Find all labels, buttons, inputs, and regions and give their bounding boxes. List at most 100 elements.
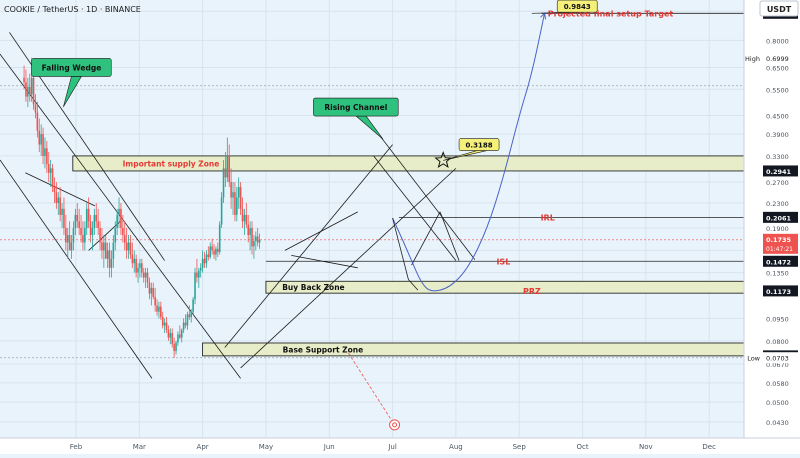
- currency-badge[interactable]: USDT: [759, 0, 799, 17]
- price-tick-label: 0.3300: [766, 153, 789, 161]
- candle: [222, 159, 225, 204]
- candle-body: [213, 250, 215, 255]
- candle-body: [101, 242, 103, 251]
- candle-body: [175, 342, 177, 352]
- level-label: ISL: [496, 257, 510, 266]
- time-tick-label: Mar: [133, 443, 146, 451]
- candle-body: [180, 329, 183, 338]
- candle-body: [196, 272, 198, 278]
- candle-body: [104, 242, 107, 259]
- candle-body: [87, 208, 90, 222]
- candle: [141, 258, 143, 278]
- candle: [85, 203, 88, 236]
- callouts: Falling Wedge Rising Channel 0.3188 0.9843: [31, 0, 598, 161]
- price-tick-label: 0.0500: [766, 399, 789, 407]
- candle-body: [182, 322, 185, 330]
- candle-body: [211, 246, 213, 251]
- candle: [34, 94, 37, 119]
- candle: [215, 246, 217, 261]
- time-tick-label: Sep: [513, 443, 527, 451]
- candle: [237, 177, 240, 209]
- time-axis[interactable]: Feb Mar Apr May Jun Jul Aug Sep Oct Nov Dec: [0, 437, 800, 454]
- callout-box: [31, 58, 112, 77]
- price-tick-label: 0.0800: [766, 338, 789, 346]
- candle-body: [173, 344, 175, 352]
- candle: [253, 235, 255, 259]
- price-label-box: [763, 255, 798, 267]
- candle-body: [123, 235, 126, 243]
- candle: [160, 301, 162, 320]
- candle-body: [95, 214, 98, 222]
- candle: [186, 311, 189, 330]
- time-tick-label: Oct: [576, 443, 588, 451]
- projection-curve: [392, 13, 546, 292]
- candle-body: [167, 329, 170, 338]
- candle: [251, 221, 253, 255]
- price-axis[interactable]: 1.00000.80000.65000.55000.45000.39000.33…: [743, 0, 800, 454]
- candle-body: [122, 227, 124, 236]
- candle-body: [192, 299, 194, 312]
- candle: [122, 214, 124, 243]
- callout-label: 0.3188: [466, 142, 493, 150]
- candle-body: [232, 192, 234, 198]
- price-label: 0.1472: [763, 255, 798, 267]
- currency-badge-box: [759, 0, 799, 17]
- candle-body: [161, 317, 164, 326]
- candle: [154, 287, 156, 312]
- candle: [217, 242, 219, 258]
- candle-body: [27, 86, 29, 97]
- candle: [177, 331, 179, 346]
- candle-body: [247, 224, 250, 236]
- candle-body: [198, 270, 200, 278]
- candle: [80, 214, 82, 243]
- candle-body: [253, 240, 255, 247]
- candle-body: [184, 322, 187, 326]
- candle: [118, 197, 120, 228]
- candle-body: [34, 104, 37, 113]
- candle-body: [106, 250, 109, 259]
- candle-body: [148, 282, 151, 294]
- candle: [230, 168, 232, 209]
- trend-line: [240, 168, 457, 369]
- price-tick-label: 0.2700: [766, 179, 789, 187]
- candle-body: [152, 287, 155, 297]
- callout-box: [556, 0, 598, 13]
- level-label: PRZ: [523, 287, 541, 296]
- callout-label: Falling Wedge: [42, 63, 102, 72]
- candle: [247, 214, 250, 243]
- candle-body: [78, 221, 80, 228]
- price-tick-label: 0.8000: [766, 37, 789, 45]
- candle: [213, 244, 215, 259]
- candle: [211, 238, 213, 255]
- price-label-text: 0.2941: [766, 168, 792, 176]
- candle: [89, 214, 92, 243]
- candle-body: [129, 242, 132, 255]
- candle-body: [215, 248, 217, 255]
- candle: [198, 267, 200, 288]
- candle: [218, 221, 221, 255]
- candle: [42, 127, 44, 165]
- trend-line: [0, 159, 153, 379]
- candle: [28, 73, 31, 102]
- candle: [192, 296, 194, 315]
- candle: [150, 282, 153, 306]
- candle-body: [218, 224, 221, 253]
- callout: Falling Wedge: [31, 58, 112, 108]
- zones: Important supply Zone Buy Back Zone Base S…: [72, 155, 745, 357]
- callout-label: 0.9843: [564, 3, 591, 11]
- candle: [241, 197, 244, 228]
- price-label-text: 0.1735: [766, 236, 792, 244]
- candle: [110, 250, 113, 278]
- candle: [36, 101, 39, 138]
- candle: [116, 208, 118, 236]
- candle-body: [186, 314, 189, 326]
- candle: [184, 314, 187, 329]
- time-tick-label: Feb: [70, 443, 83, 451]
- candle: [220, 192, 223, 228]
- drop-path: [392, 217, 419, 291]
- candle-body: [28, 86, 31, 95]
- time-tick-label: May: [259, 443, 273, 451]
- candle: [188, 305, 191, 320]
